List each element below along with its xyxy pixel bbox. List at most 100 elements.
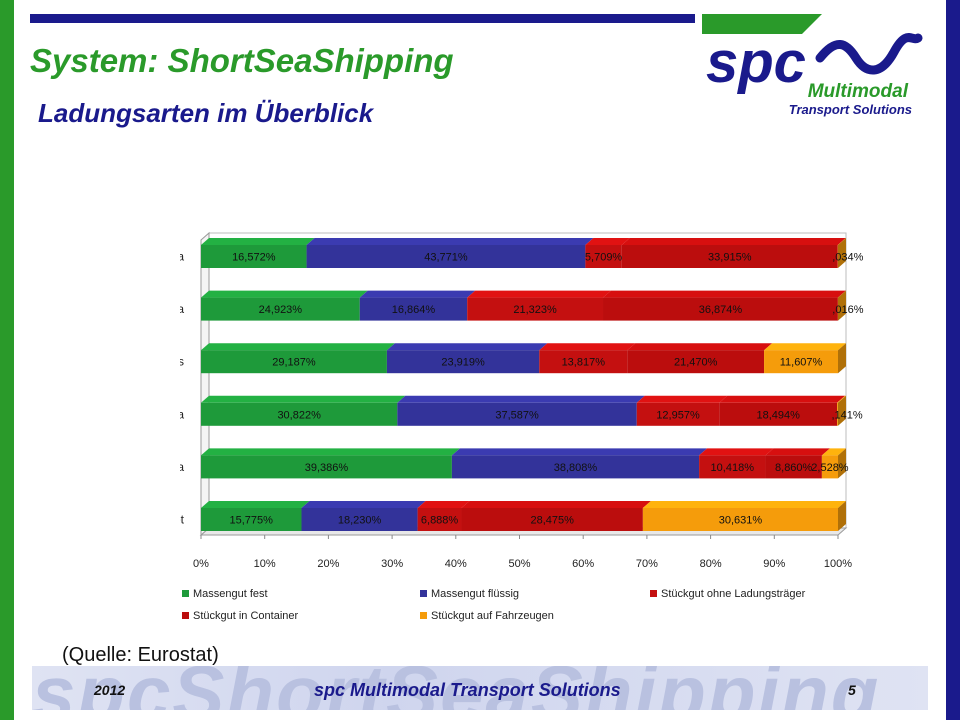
footer-year: 2012: [94, 682, 126, 698]
bar-segment: [397, 402, 637, 426]
category-label: Nordeuropa: [180, 460, 184, 474]
chart-side-wall: [200, 231, 210, 537]
chart-back-wall: [208, 232, 847, 529]
bar-segment: [386, 350, 540, 374]
data-label: 28,475%: [530, 515, 574, 527]
bar-segment: [603, 297, 838, 321]
category-label: Ostseegebiet: [180, 513, 185, 527]
data-label: 29,187%: [272, 357, 316, 369]
bar-segment-top: [764, 343, 846, 351]
x-tick-label: 20%: [317, 558, 339, 570]
data-label: 39,386%: [305, 462, 349, 474]
x-tick-label: 30%: [381, 558, 403, 570]
bar-segment: [764, 350, 838, 374]
source-note: (Quelle: Eurostat): [62, 644, 219, 666]
x-tick-label: 50%: [508, 558, 530, 570]
page-number: 5: [848, 682, 856, 698]
bar-segment-top: [837, 395, 847, 403]
category-label: innerhalb Deutschlands: [180, 355, 184, 369]
data-label: 15,775%: [230, 515, 274, 527]
bar-segment-top: [417, 501, 470, 508]
data-label: 5,709%: [585, 252, 623, 264]
x-tick-label: 0%: [193, 558, 209, 570]
data-label: 43,771%: [424, 252, 468, 264]
bar-segment: [201, 508, 302, 531]
bar-segment: [621, 245, 838, 268]
bar-segment: [636, 402, 720, 426]
x-tick-label: 70%: [636, 558, 658, 570]
x-tick-label: 80%: [700, 558, 722, 570]
legend-label: Massengut flüssig: [431, 588, 519, 600]
data-label: 30,631%: [719, 515, 763, 527]
bar-segment: [301, 508, 418, 531]
data-label: 33,915%: [708, 252, 752, 264]
chart: 0% 10% 20% 30% 40% 50% 60% 70% 80% 90% 100% Nordafr…: [59, 205, 880, 645]
left-accent-bar: [0, 0, 14, 720]
bar-segment: [306, 245, 586, 268]
legend-label: Stückgut ohne Ladungsträger: [661, 588, 806, 600]
data-label: 24,923%: [259, 304, 303, 316]
bar-segment: [699, 455, 766, 479]
data-label: 13,817%: [562, 357, 606, 369]
data-label: 36,874%: [699, 304, 743, 316]
bar-segment-top: [461, 501, 651, 508]
data-label: 2,528%: [811, 462, 849, 474]
data-label: 8,860%: [775, 462, 813, 474]
bar-segment: [765, 455, 822, 479]
category-label: Nordafrika: [180, 250, 184, 264]
data-label: 30,822%: [277, 409, 321, 421]
legend-label: Massengut fest: [193, 588, 268, 600]
bar-segment-top: [201, 343, 395, 351]
bar-segment-top: [301, 501, 426, 508]
data-label: 18,230%: [338, 515, 382, 527]
page-title: System: ShortSeaShipping: [30, 42, 454, 79]
bar-segment-top: [621, 238, 846, 245]
data-label: ,141%: [832, 409, 863, 421]
footer-company: spc Multimodal Transport Solutions: [314, 680, 621, 700]
bar-segment: [417, 508, 462, 531]
bar-segment-top: [201, 238, 315, 245]
legend-swatch: [420, 590, 427, 597]
bar-segment: [719, 402, 838, 426]
bar-segment: [821, 455, 838, 479]
data-label: 18,494%: [756, 409, 800, 421]
data-label: 6,888%: [421, 515, 459, 527]
bar-segment: [201, 297, 360, 321]
data-label: 21,323%: [513, 304, 557, 316]
logo-line2: Transport Solutions: [789, 102, 912, 117]
legend-label: Stückgut in Container: [193, 610, 299, 622]
logo-name: spc: [706, 30, 806, 95]
page-subtitle: Ladungsarten im Überblick: [38, 98, 374, 128]
bar-segment-side: [838, 448, 846, 479]
bar-segment-top: [467, 290, 612, 298]
right-accent-bar: [946, 0, 960, 720]
bar-segment-top: [397, 395, 645, 403]
category-label: Westeuropa: [180, 407, 184, 421]
data-label: 11,607%: [780, 357, 823, 369]
top-rule: [30, 14, 695, 23]
data-label: ,016%: [832, 304, 863, 316]
bar-segment-top: [627, 343, 773, 351]
x-tick-label: 60%: [572, 558, 594, 570]
spc-logo: spc Multimodal Transport Solutions: [702, 14, 923, 117]
bar-segment-top: [451, 448, 708, 456]
bar-segment-top: [386, 343, 548, 351]
bar-segment-side: [838, 238, 847, 268]
x-tick-label: 10%: [254, 558, 276, 570]
bar-segment: [201, 455, 452, 479]
bar-segment: [201, 245, 307, 268]
bar-segment-top: [201, 290, 368, 298]
logo-line1: Multimodal: [808, 81, 909, 102]
bar-segment-top: [821, 448, 846, 456]
bar-segment: [467, 297, 604, 321]
bar-segment-top: [719, 395, 846, 403]
footer-watermark: spcShortSeaShipping: [32, 666, 881, 710]
data-label: 23,919%: [441, 357, 485, 369]
bar-segment-top: [765, 448, 830, 456]
legend-swatch: [182, 612, 189, 619]
bar-segment-side: [838, 395, 847, 426]
bar-segment: [451, 455, 700, 479]
bar-segment-top: [603, 290, 846, 298]
bar-segment: [201, 402, 398, 426]
bar-segment: [539, 350, 628, 374]
